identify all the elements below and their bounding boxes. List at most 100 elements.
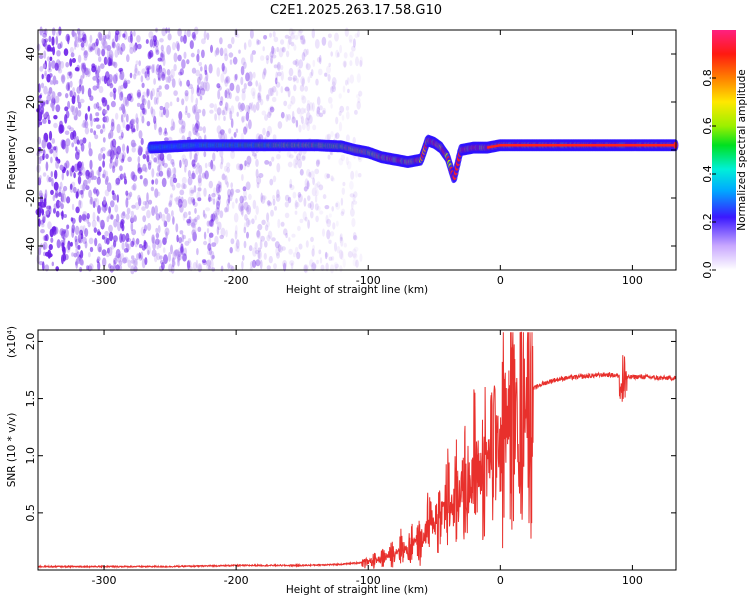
noise-blob (339, 233, 343, 240)
noise-blob (39, 26, 43, 36)
noise-blob (196, 191, 201, 201)
noise-blob (301, 52, 306, 61)
noise-blob (77, 109, 82, 117)
noise-blob (123, 256, 129, 263)
noise-blob (126, 124, 130, 132)
noise-blob (246, 155, 252, 165)
noise-blob (54, 95, 60, 104)
noise-blob (245, 217, 250, 228)
noise-blob (216, 226, 220, 236)
noise-blob (38, 246, 42, 256)
noise-blob (340, 197, 344, 206)
noise-blob (222, 172, 225, 180)
noise-blob (272, 47, 277, 55)
noise-blob (295, 58, 298, 68)
noise-blob (315, 78, 319, 86)
noise-blob (175, 196, 180, 206)
noise-blob (317, 159, 321, 165)
noise-blob (262, 46, 265, 52)
noise-blob (105, 115, 109, 123)
noise-blob (46, 94, 52, 102)
noise-blob (210, 213, 214, 222)
noise-blob (256, 39, 261, 45)
noise-blob (82, 182, 86, 192)
noise-blob (278, 245, 283, 253)
noise-blob (255, 80, 258, 87)
noise-blob (104, 177, 109, 185)
noise-blob (179, 68, 184, 76)
noise-blob (335, 49, 339, 59)
spectrogram-y-axis: -40 -20 0 20 40 (24, 47, 676, 255)
noise-blob (156, 90, 160, 100)
noise-blob (133, 30, 136, 37)
noise-blob (270, 87, 275, 96)
noise-blob (132, 237, 135, 246)
noise-blob (39, 175, 42, 181)
noise-blob (112, 74, 118, 84)
noise-blob (93, 227, 98, 233)
noise-blob (90, 117, 93, 127)
noise-blob (326, 229, 331, 240)
noise-blob (347, 160, 352, 170)
noise-blob (127, 259, 132, 268)
noise-blob (66, 224, 70, 230)
noise-blob (225, 91, 230, 99)
noise-blob (96, 256, 101, 262)
noise-blob (152, 38, 156, 49)
noise-blob (63, 214, 67, 218)
noise-blob (162, 237, 167, 246)
noise-blob (181, 176, 187, 185)
noise-blob (141, 206, 146, 212)
noise-blob (41, 73, 44, 80)
noise-blob (244, 160, 247, 167)
noise-blob (148, 52, 154, 58)
noise-blob (43, 50, 47, 59)
noise-blob (275, 246, 280, 256)
noise-blob (238, 202, 244, 212)
noise-blob (316, 57, 322, 63)
noise-blob (190, 189, 195, 194)
noise-blob (146, 192, 149, 203)
noise-blob (159, 255, 163, 260)
noise-blob (210, 218, 214, 223)
noise-blob (271, 156, 275, 162)
noise-blob (241, 116, 245, 124)
noise-blob (270, 209, 274, 217)
noise-blob (66, 196, 71, 204)
noise-blob (98, 86, 104, 94)
noise-blob (88, 237, 94, 245)
noise-blob (146, 67, 150, 75)
noise-blob (215, 47, 220, 56)
noise-blob (346, 77, 350, 85)
noise-blob (275, 71, 279, 81)
noise-blob (248, 102, 252, 110)
noise-blob (158, 91, 162, 97)
noise-blob (111, 118, 115, 127)
noise-blob (357, 30, 360, 38)
noise-blob (302, 211, 307, 221)
noise-blob (92, 85, 98, 91)
noise-blob (198, 264, 202, 273)
noise-blob (186, 260, 191, 270)
noise-blob (245, 123, 249, 133)
noise-blob (237, 102, 242, 110)
noise-blob (299, 35, 304, 40)
noise-blob (305, 117, 310, 127)
noise-blob (85, 169, 90, 180)
noise-blob (299, 169, 304, 176)
noise-blob (209, 259, 214, 270)
noise-blob (248, 193, 252, 200)
noise-blob (289, 184, 295, 191)
noise-blob (220, 227, 226, 237)
noise-blob (192, 126, 198, 136)
noise-blob (42, 216, 46, 224)
noise-blob (254, 249, 259, 255)
noise-blob (51, 226, 56, 233)
noise-blob (341, 208, 346, 215)
noise-blob (111, 61, 116, 66)
noise-blob (158, 239, 162, 249)
noise-blob (55, 266, 59, 272)
noise-blob (135, 238, 140, 245)
noise-blob (51, 91, 56, 100)
